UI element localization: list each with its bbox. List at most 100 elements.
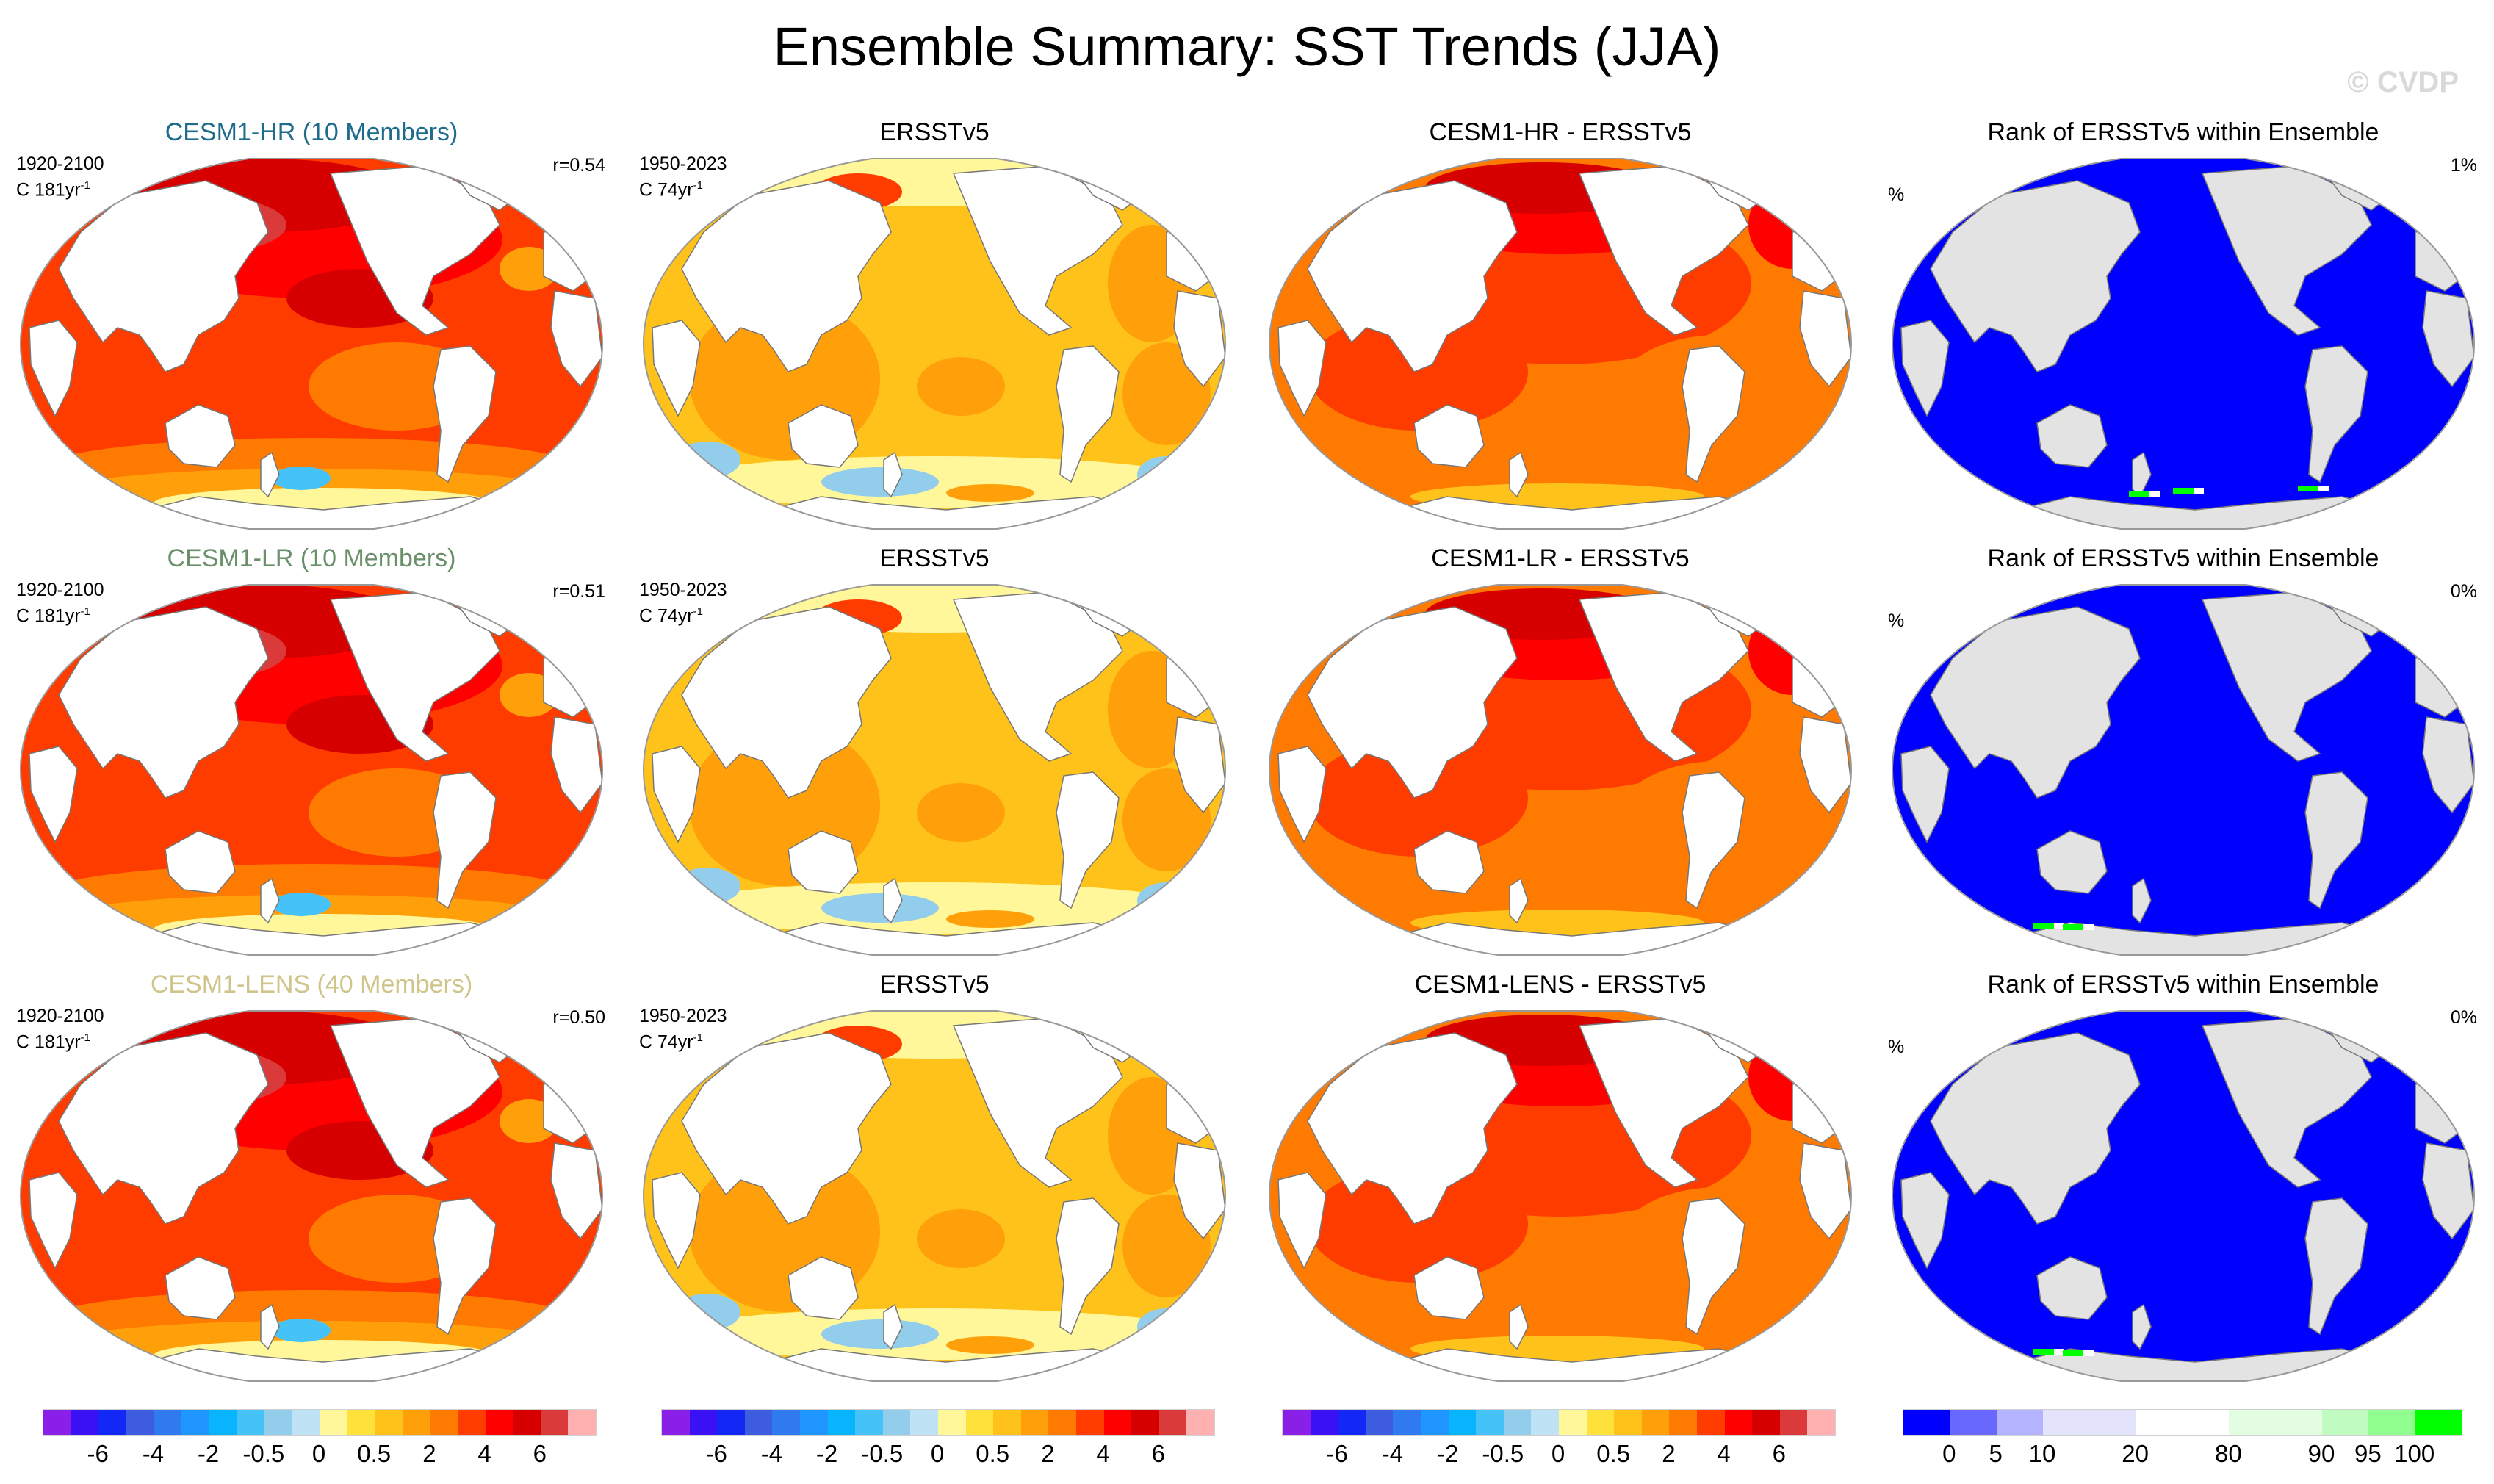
land-eurasia [1307,180,1518,372]
panel-obs-trend-row-2: ERSSTv5 1950-2023 C 74yr-1 [623,544,1246,962]
units-text: C 181yr-1 [16,1027,104,1053]
colorbar-tick-label: -4 [1381,1440,1404,1467]
colorbar-box [126,1410,154,1435]
period-text: 1920-2100 [16,154,104,174]
trend-field [1269,585,1852,955]
period-text: 1950-2023 [639,580,727,600]
units-prefix: C 74yr [639,605,693,627]
colorbar-box [568,1410,596,1435]
land-samerica [1056,1197,1120,1336]
land-samerica [433,771,497,910]
units-text: C 181yr-1 [16,175,104,201]
colorbar-tick-label: 0 [930,1440,945,1467]
map-plot [1892,584,2475,956]
colorbar-box [827,1410,856,1435]
land-eurasia [58,180,269,372]
colorbar-tick-label: 5 [1989,1440,2003,1467]
colorbar-box [855,1410,883,1435]
land-europe [2415,650,2475,718]
colorbar-tick-labels: -6 -4 -2 -0.5 0 0.5 2 4 6 [43,1440,595,1469]
period-label: 1950-2023 C 74yr-1 [639,153,727,201]
colorbar-tick-label: -2 [1436,1440,1459,1467]
land-australia [1413,1256,1485,1320]
units-exponent: -1 [80,1031,90,1044]
land-samerica [1682,345,1745,483]
map-boundary [1269,158,1852,530]
colorbar-box [1310,1410,1338,1435]
colorbar-box [1020,1410,1049,1435]
land-nz [260,1303,280,1350]
colorbar-box [965,1410,994,1435]
trend-colorbar-2 [661,1409,1215,1436]
land-nz [883,1303,903,1350]
colorbar-box [1158,1410,1187,1435]
colorbar-box [1186,1410,1214,1435]
land-samerica [433,345,497,483]
period-text: 1920-2100 [16,580,104,600]
trend-contour [821,1319,939,1349]
trend-contour [1308,313,1528,431]
map-plot [643,1010,1226,1382]
land-nz [260,451,280,498]
land-samerica [2304,1197,2368,1336]
map-plot [20,1010,603,1382]
land-nz [2132,877,2152,924]
period-text: 1920-2100 [16,1006,104,1026]
rank-mid-cell [2083,1350,2094,1356]
colorbar-box [1131,1410,1159,1435]
colorbar-tick-label: -0.5 [1482,1440,1524,1467]
colorbar-box [540,1410,569,1435]
map-boundary [1892,158,2475,530]
rank-high-cell [2173,488,2194,494]
colorbar-tick-labels: -6 -4 -2 -0.5 0 0.5 2 4 6 [661,1440,1214,1469]
colorbar-box [402,1410,430,1435]
panel-title: Rank of ERSSTv5 within Ensemble [1987,118,2379,146]
land-europe [2415,1076,2475,1144]
units-text: C 74yr-1 [639,175,727,201]
trend-contour [821,893,939,923]
panel-diff-trend-row-3: CESM1-LENS - ERSSTv5 [1249,970,1872,1388]
panel-title: ERSSTv5 [879,970,990,998]
trend-contour [674,868,740,904]
colorbar-box [2042,1410,2136,1435]
trend-contour [917,1209,1005,1268]
colorbar-box [1103,1410,1132,1435]
panel-model-trend-row-3: CESM1-LENS (40 Members) 1920-2100 C 181yr-… [0,970,623,1388]
trend-contour [946,1336,1034,1354]
colorbar-box [1075,1410,1104,1435]
land-nz [883,877,903,924]
land-eurasia [1307,1032,1518,1225]
colorbar-box [772,1410,800,1435]
trend-contour [821,467,939,497]
rank-mid-cell [2083,924,2094,930]
colorbar-box [347,1410,375,1435]
panel-title: CESM1-LR (10 Members) [167,544,456,572]
colorbar-box [1503,1410,1532,1435]
rank-colorbar-tick-labels: 0 5 10 20 80 90 95 100 [1903,1440,2461,1469]
colorbar-box [882,1410,911,1435]
rank-mid-cell [2149,491,2160,497]
colorbar-box [264,1410,292,1435]
map-boundary [20,158,603,530]
land-africa [1277,320,1327,417]
map-boundary [1269,584,1852,956]
colorbar-box [2321,1410,2369,1435]
rank-mid-cell [2318,486,2329,491]
land-australia [2036,1256,2108,1320]
rank-high-cell [2063,924,2083,930]
trend-contour [1308,739,1528,857]
period-label: 1920-2100 C 181yr-1 [16,579,104,627]
land-europe [1792,224,1852,292]
map-plot [1269,584,1852,956]
land-nz [883,451,903,498]
trend-contour [946,910,1034,928]
land-samerica [1056,771,1120,910]
trend-contour [272,1319,331,1342]
panel-title: CESM1-LENS - ERSSTv5 [1414,970,1706,998]
colorbar-box [1752,1410,1780,1435]
panel-title: CESM1-HR - ERSSTv5 [1429,118,1692,146]
colorbar-box [319,1410,347,1435]
land-nz [2132,451,2152,498]
land-eurasia [58,1032,269,1225]
rank-high-cell [2033,923,2054,929]
